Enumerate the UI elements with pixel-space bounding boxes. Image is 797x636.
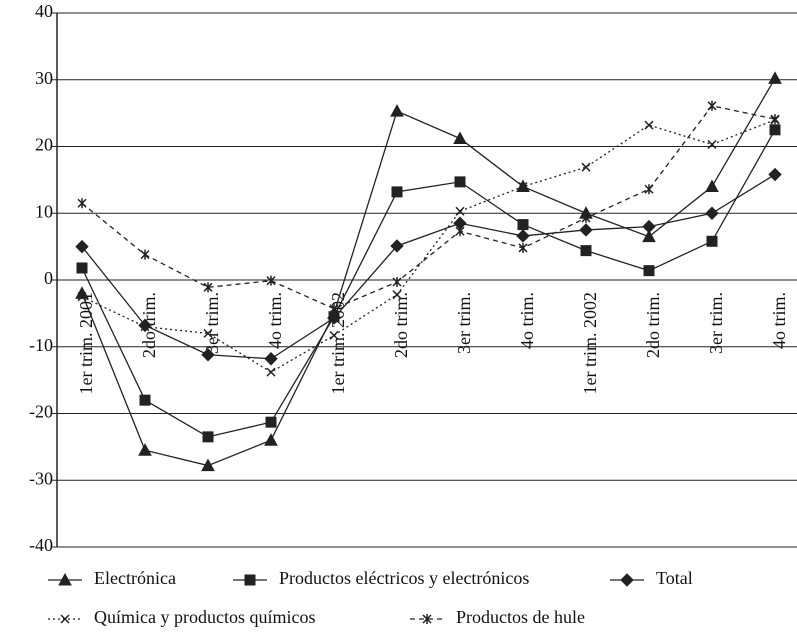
legend-label: Productos de hule xyxy=(456,607,585,627)
marker xyxy=(329,303,339,314)
y-tick-label: 40 xyxy=(35,1,53,21)
x-tick-label: 2do trim. xyxy=(643,292,663,358)
marker xyxy=(644,120,654,130)
marker xyxy=(77,198,87,209)
marker xyxy=(76,262,88,274)
y-tick-label: 0 xyxy=(44,268,53,288)
marker xyxy=(139,394,151,406)
x-tick-label: 3er trim. xyxy=(202,292,222,354)
series-line xyxy=(81,119,776,373)
x-tick-label: 4o trim. xyxy=(769,292,789,349)
marker xyxy=(579,223,593,237)
marker xyxy=(392,277,402,288)
y-tick-label: 30 xyxy=(35,68,53,88)
marker xyxy=(264,433,278,446)
marker xyxy=(580,245,592,257)
x-tick-label: 3er trim. xyxy=(454,292,474,354)
marker xyxy=(266,367,276,377)
marker xyxy=(518,182,528,192)
marker xyxy=(138,443,152,456)
series-line xyxy=(81,173,776,360)
marker xyxy=(58,572,72,586)
y-tick-label: -30 xyxy=(29,468,53,488)
y-tick-label: -40 xyxy=(29,535,53,555)
marker xyxy=(455,226,465,237)
x-tick-label: 4o trim. xyxy=(517,292,537,349)
marker xyxy=(329,330,339,340)
marker xyxy=(769,124,781,136)
marker xyxy=(517,219,529,231)
marker xyxy=(244,574,256,586)
marker xyxy=(768,71,782,84)
marker xyxy=(706,235,718,247)
marker xyxy=(642,229,656,243)
marker xyxy=(705,206,719,220)
marker xyxy=(203,282,213,293)
marker xyxy=(518,242,528,253)
x-tick-label: 2do trim. xyxy=(391,292,411,358)
marker xyxy=(77,292,87,302)
marker xyxy=(265,416,277,428)
y-tick-label: 20 xyxy=(35,135,53,155)
y-tick-label: 10 xyxy=(35,201,53,221)
marker xyxy=(264,352,278,366)
marker xyxy=(707,100,717,111)
marker xyxy=(644,184,654,195)
series-line xyxy=(81,105,776,310)
marker xyxy=(642,219,656,234)
legend-label: Química y productos químicos xyxy=(94,607,315,627)
marker xyxy=(643,265,655,277)
marker xyxy=(140,249,150,260)
y-tick-label: -20 xyxy=(29,402,53,422)
marker xyxy=(392,290,402,300)
marker xyxy=(422,614,432,624)
marker xyxy=(390,104,404,117)
marker xyxy=(581,162,591,172)
marker xyxy=(770,114,780,125)
marker xyxy=(516,229,530,243)
x-tick-label: 1er trim. 2001 xyxy=(76,292,96,394)
series-line xyxy=(81,78,776,467)
marker xyxy=(202,431,214,443)
marker xyxy=(75,239,89,254)
legend-label: Total xyxy=(656,568,693,588)
marker xyxy=(60,614,70,624)
y-tick-label: -10 xyxy=(29,335,53,355)
legend-label: Electrónica xyxy=(94,568,176,588)
marker xyxy=(454,176,466,188)
marker xyxy=(705,179,719,193)
marker xyxy=(140,322,150,332)
marker xyxy=(620,573,634,587)
marker xyxy=(455,206,465,216)
marker xyxy=(201,458,215,472)
marker xyxy=(390,239,404,253)
x-tick-label: 4o trim. xyxy=(265,292,285,349)
legend-label: Productos eléctricos y electrónicos xyxy=(279,568,529,588)
marker xyxy=(768,167,782,182)
marker xyxy=(391,186,403,198)
marker xyxy=(581,212,591,223)
marker xyxy=(201,348,215,362)
series-line xyxy=(81,129,776,438)
marker xyxy=(453,131,467,144)
x-tick-label: 3er trim. xyxy=(706,292,726,354)
marker xyxy=(203,328,213,338)
marker xyxy=(707,139,717,150)
marker xyxy=(327,311,341,325)
marker xyxy=(266,275,276,286)
x-tick-label: 1er trim. 2002 xyxy=(580,292,600,394)
